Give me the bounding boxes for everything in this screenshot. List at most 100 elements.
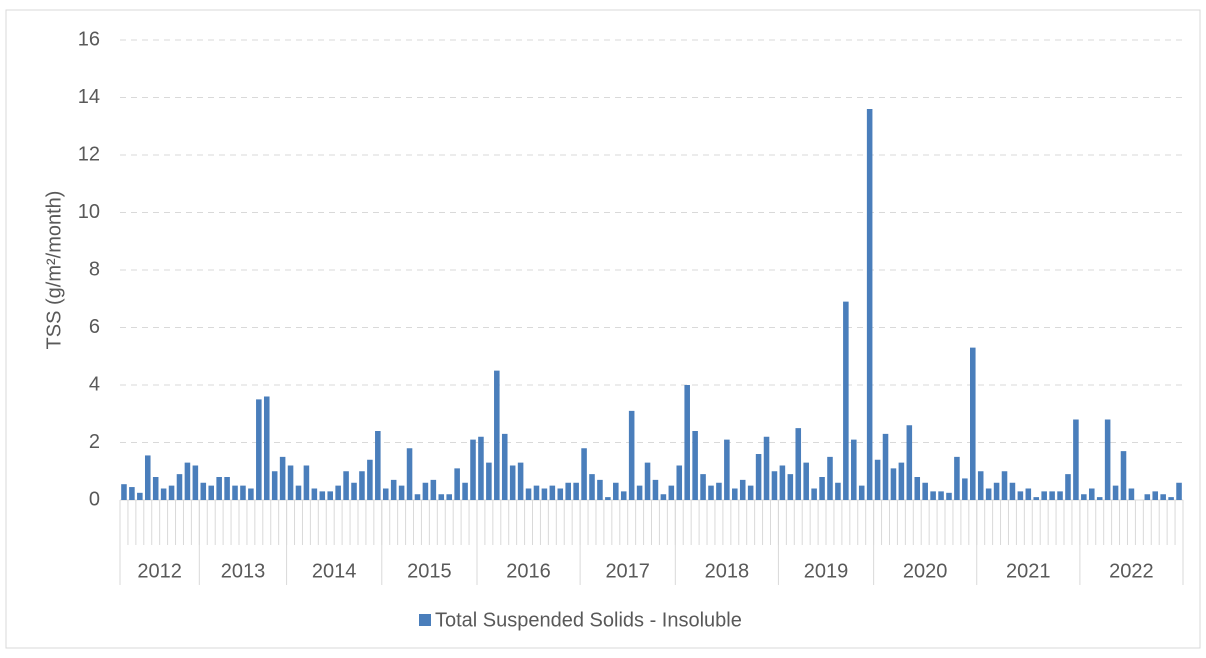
bar [144, 455, 151, 500]
bar [1088, 488, 1095, 500]
bar [787, 474, 794, 500]
group-label: 2020 [903, 560, 948, 582]
bar [565, 482, 571, 500]
bar [597, 479, 603, 500]
bar [1112, 485, 1119, 500]
bar [962, 478, 968, 500]
bar [248, 488, 254, 500]
bar [454, 468, 460, 500]
group-label: 2018 [705, 560, 750, 582]
bar [1128, 488, 1135, 500]
bar [970, 347, 976, 500]
bar [985, 488, 992, 500]
group-label: 2013 [221, 560, 266, 582]
y-axis-label: TSS (g/m²/month) [43, 191, 65, 350]
bar [811, 488, 817, 500]
y-tick-label: 8 [89, 258, 100, 280]
bar [930, 491, 936, 500]
bar [494, 370, 500, 500]
bar [763, 436, 770, 500]
bar [486, 462, 492, 500]
bar [525, 488, 532, 500]
bar [382, 488, 389, 500]
bar [232, 485, 238, 500]
bar [835, 482, 841, 500]
chart-frame [5, 9, 1201, 649]
group-label: 2014 [312, 560, 357, 582]
bar [589, 474, 595, 500]
bar [541, 488, 548, 500]
legend-label: Total Suspended Solids - Insoluble [435, 609, 742, 631]
bar [256, 399, 262, 500]
bar [501, 433, 508, 500]
bar [1144, 494, 1151, 500]
bar [819, 477, 825, 500]
bar [216, 477, 222, 500]
bar [613, 482, 619, 500]
bar [390, 479, 397, 500]
y-tick-label: 16 [78, 28, 100, 50]
bar [660, 494, 667, 500]
y-tick-label: 6 [89, 316, 100, 338]
group-label: 2022 [1109, 560, 1154, 582]
bar [160, 488, 167, 500]
legend-swatch [419, 614, 431, 626]
bar [692, 431, 698, 500]
bar [1017, 491, 1024, 500]
bar [668, 485, 675, 500]
bar [700, 474, 706, 500]
bar [652, 479, 659, 500]
bar [914, 477, 921, 500]
bar [1049, 491, 1055, 500]
bar [977, 471, 984, 500]
bar [636, 485, 643, 500]
group-label: 2016 [506, 560, 551, 582]
bar [755, 454, 762, 500]
bar [470, 439, 476, 500]
bar [271, 471, 278, 500]
bar [739, 479, 746, 500]
bar [319, 491, 326, 500]
bar [375, 431, 381, 500]
bar [1033, 497, 1040, 500]
bar [438, 494, 445, 500]
bar [462, 482, 468, 500]
bar [1160, 494, 1166, 500]
bar [732, 488, 738, 500]
bar [874, 459, 881, 500]
bar [620, 491, 627, 500]
bar [724, 439, 730, 500]
bar [343, 471, 349, 500]
bar [1009, 482, 1016, 500]
y-tick-label: 14 [78, 86, 100, 108]
bar [628, 410, 635, 500]
bar [279, 456, 286, 500]
bar [152, 477, 159, 500]
bar [573, 482, 579, 500]
bar [890, 468, 897, 500]
y-tick-label: 0 [89, 488, 100, 510]
bar [644, 462, 651, 500]
bar [509, 465, 516, 500]
bar [351, 482, 357, 500]
y-tick-label: 4 [89, 373, 100, 395]
bar [517, 462, 524, 500]
bar [708, 485, 714, 500]
bar [129, 487, 135, 500]
group-label: 2021 [1006, 560, 1051, 582]
bar [843, 301, 849, 500]
bar [200, 482, 207, 500]
bar [224, 477, 230, 500]
bar [716, 482, 722, 500]
bar [898, 462, 905, 500]
bar [1025, 488, 1032, 500]
bar [359, 471, 365, 500]
bar [184, 462, 191, 500]
bar [430, 479, 437, 500]
bar [303, 465, 310, 500]
bar [747, 485, 754, 500]
bar [922, 482, 928, 500]
group-label: 2019 [804, 560, 849, 582]
bar [779, 465, 786, 500]
